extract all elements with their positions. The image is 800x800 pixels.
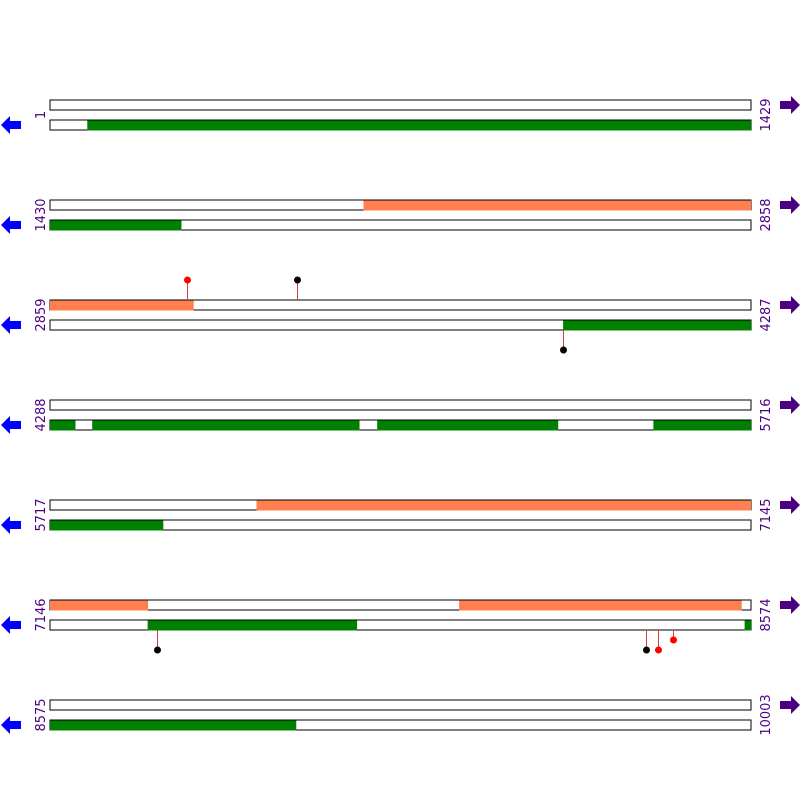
site-marker [643, 646, 650, 654]
row-end-coordinate: 7145 [759, 498, 774, 531]
arrow-right-icon [780, 496, 800, 514]
sequence-row: 4288 5716 [1, 396, 800, 434]
reverse-feature [92, 420, 360, 431]
row-start-coordinate: 4288 [34, 398, 49, 431]
site-marker [670, 636, 677, 644]
arrow-left-icon [1, 216, 21, 234]
forward-track [49, 99, 752, 111]
reverse-feature [87, 120, 752, 131]
sequence-row: 5717 7145 [1, 496, 800, 534]
arrow-left-icon [1, 316, 21, 334]
reverse-feature [50, 520, 164, 531]
forward-feature [256, 500, 751, 511]
arrow-right-icon [780, 96, 800, 114]
reverse-feature [50, 420, 76, 431]
forward-track [49, 699, 752, 711]
sequence-row: 8575 10003 [1, 694, 800, 736]
reverse-feature [744, 620, 751, 631]
row-start-coordinate: 8575 [34, 698, 49, 731]
forward-track [49, 399, 752, 411]
arrow-right-icon [780, 596, 800, 614]
arrow-left-icon [1, 616, 21, 634]
row-end-coordinate: 8574 [759, 598, 774, 631]
site-marker [655, 646, 662, 654]
row-start-coordinate: 1430 [34, 198, 49, 231]
arrow-right-icon [780, 396, 800, 414]
forward-feature [50, 300, 194, 311]
sequence-row: 7146 8574 [1, 596, 800, 654]
reverse-feature [50, 720, 297, 731]
row-start-coordinate: 7146 [34, 598, 49, 631]
site-marker [154, 646, 161, 654]
row-start-coordinate: 1 [34, 111, 49, 119]
reverse-feature [147, 620, 358, 631]
row-end-coordinate: 2858 [759, 198, 774, 231]
row-end-coordinate: 5716 [759, 398, 774, 431]
reverse-feature [653, 420, 751, 431]
sequence-row: 2859 4287 [1, 276, 800, 354]
site-marker [184, 276, 191, 284]
arrow-right-icon [780, 696, 800, 714]
site-marker [294, 276, 301, 284]
row-end-coordinate: 4287 [759, 298, 774, 331]
arrow-right-icon [780, 296, 800, 314]
arrow-left-icon [1, 116, 21, 134]
reverse-feature [563, 320, 751, 331]
site-marker [560, 346, 567, 354]
row-start-coordinate: 5717 [34, 498, 49, 531]
arrow-right-icon [780, 196, 800, 214]
forward-feature [363, 200, 751, 211]
sequence-row: 1 1429 [1, 96, 800, 134]
row-end-coordinate: 1429 [759, 98, 774, 131]
row-end-coordinate: 10003 [759, 694, 774, 735]
forward-feature [459, 600, 742, 611]
reverse-feature [377, 420, 559, 431]
sequence-row: 1430 2858 [1, 196, 800, 234]
row-start-coordinate: 2859 [34, 298, 49, 331]
arrow-left-icon [1, 416, 21, 434]
forward-feature [50, 600, 149, 611]
reverse-feature [50, 220, 182, 231]
arrow-left-icon [1, 716, 21, 734]
arrow-left-icon [1, 516, 21, 534]
